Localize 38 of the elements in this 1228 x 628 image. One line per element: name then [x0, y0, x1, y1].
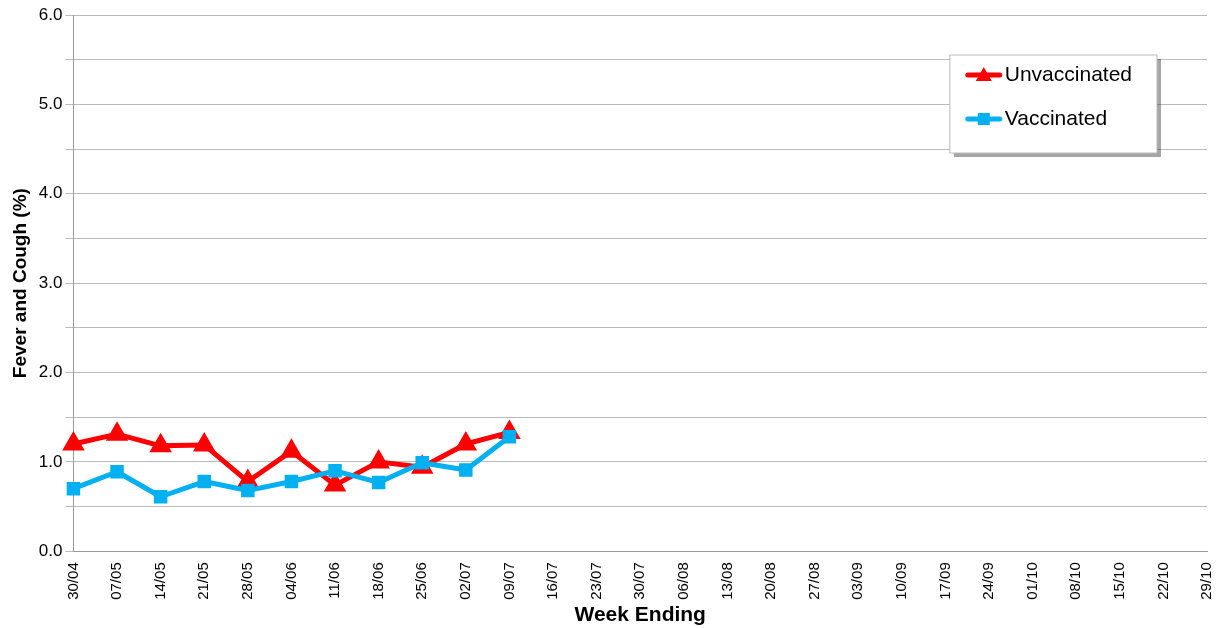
- y-tick-label: 0.0: [38, 540, 63, 560]
- x-tick-label: 21/05: [194, 562, 212, 600]
- x-tick-label: 25/06: [412, 562, 430, 600]
- x-tick-label: 09/07: [499, 562, 517, 600]
- y-tick-label: 1.0: [38, 451, 63, 471]
- x-tick-label: 06/08: [673, 562, 691, 600]
- x-tick-label: 27/08: [804, 562, 822, 600]
- x-tick-label: 14/05: [150, 562, 168, 600]
- x-tick-label: 10/09: [891, 562, 909, 600]
- x-tick-label: 22/10: [1153, 562, 1171, 600]
- x-tick-label: 02/07: [455, 562, 473, 600]
- y-axis-title: Fever and Cough (%): [8, 188, 30, 379]
- x-tick-label: 07/05: [107, 562, 125, 600]
- x-tick-label: 28/05: [237, 562, 255, 600]
- legend-label: Vaccinated: [1004, 105, 1108, 129]
- y-tick-label: 2.0: [38, 362, 63, 382]
- x-tick-label: 17/09: [935, 562, 953, 600]
- x-tick-label: 03/09: [848, 562, 866, 600]
- x-tick-label: 23/07: [586, 562, 604, 600]
- x-tick-label: 24/09: [979, 562, 997, 600]
- x-axis-title: Week Ending: [574, 602, 706, 626]
- x-tick-label: 30/04: [63, 562, 81, 600]
- x-tick-label: 11/06: [325, 562, 343, 599]
- x-tick-label: 13/08: [717, 562, 735, 600]
- x-tick-label: 29/10: [1197, 562, 1215, 600]
- x-tick-label: 15/10: [1109, 562, 1127, 600]
- y-tick-label: 4.0: [38, 183, 63, 203]
- legend-label: Unvaccinated: [1004, 61, 1133, 85]
- x-tick-label: 30/07: [630, 562, 648, 600]
- x-tick-label: 20/08: [761, 562, 779, 600]
- y-tick-label: 5.0: [38, 94, 63, 114]
- x-tick-label: 16/07: [543, 562, 561, 600]
- x-tick-label: 01/10: [1022, 562, 1040, 600]
- y-tick-label: 3.0: [38, 272, 63, 292]
- x-tick-label: 18/06: [368, 562, 386, 600]
- y-tick-label: 6.0: [38, 4, 63, 24]
- x-tick-label: 08/10: [1066, 562, 1084, 600]
- x-tick-label: 04/06: [281, 562, 299, 600]
